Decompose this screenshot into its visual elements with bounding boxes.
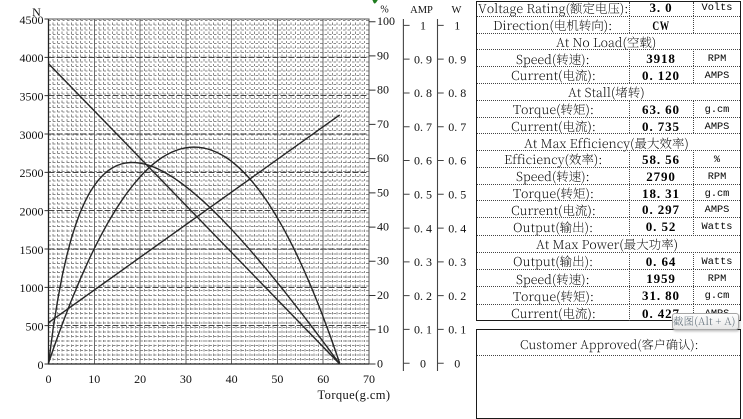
svg-text:1: 1 [454, 19, 460, 33]
svg-text:0. 1: 0. 1 [414, 323, 432, 337]
svg-text:70: 70 [377, 117, 389, 131]
svg-text:%: % [380, 5, 388, 16]
svg-text:0. 6: 0. 6 [448, 154, 466, 168]
svg-text:2500: 2500 [20, 166, 44, 180]
svg-text:0. 6: 0. 6 [414, 154, 432, 168]
svg-text:2000: 2000 [20, 205, 44, 219]
svg-text:AMP: AMP [410, 5, 433, 16]
svg-text:50: 50 [271, 372, 283, 386]
svg-text:1: 1 [420, 19, 426, 33]
svg-text:0. 7: 0. 7 [414, 120, 432, 134]
svg-text:0: 0 [420, 356, 426, 370]
svg-text:0. 4: 0. 4 [414, 221, 432, 235]
svg-text:3000: 3000 [20, 128, 44, 142]
svg-text:0. 9: 0. 9 [414, 52, 432, 66]
svg-text:N: N [32, 5, 41, 19]
svg-text:30: 30 [180, 372, 192, 386]
svg-text:1500: 1500 [20, 243, 44, 257]
svg-text:0. 9: 0. 9 [448, 52, 466, 66]
svg-text:0. 3: 0. 3 [414, 255, 432, 269]
svg-text:0. 5: 0. 5 [448, 188, 466, 202]
svg-text:10: 10 [377, 322, 389, 336]
svg-text:0: 0 [38, 358, 44, 372]
svg-text:0. 3: 0. 3 [448, 255, 466, 269]
svg-text:10: 10 [88, 372, 100, 386]
svg-text:100: 100 [377, 14, 395, 28]
svg-text:70: 70 [363, 372, 375, 386]
svg-text:0. 2: 0. 2 [448, 289, 466, 303]
svg-text:0: 0 [454, 356, 460, 370]
svg-text:0: 0 [377, 356, 383, 370]
svg-text:0. 8: 0. 8 [414, 86, 432, 100]
svg-text:40: 40 [377, 219, 389, 233]
svg-text:W: W [452, 5, 462, 16]
svg-text:0. 1: 0. 1 [448, 323, 466, 337]
svg-text:50: 50 [377, 185, 389, 199]
svg-text:60: 60 [317, 372, 329, 386]
svg-text:20: 20 [377, 288, 389, 302]
svg-text:0. 4: 0. 4 [448, 221, 466, 235]
svg-text:30: 30 [377, 254, 389, 268]
svg-text:4500: 4500 [20, 13, 44, 27]
svg-text:Torque(g.cm): Torque(g.cm) [318, 388, 391, 402]
svg-text:1000: 1000 [20, 281, 44, 295]
svg-text:4000: 4000 [20, 51, 44, 65]
svg-text:40: 40 [226, 372, 238, 386]
svg-text:0: 0 [46, 372, 52, 386]
svg-text:0. 5: 0. 5 [414, 188, 432, 202]
svg-text:20: 20 [134, 372, 146, 386]
svg-text:0. 2: 0. 2 [414, 289, 432, 303]
svg-text:80: 80 [377, 83, 389, 97]
svg-text:60: 60 [377, 151, 389, 165]
svg-text:3500: 3500 [20, 90, 44, 104]
svg-text:0. 8: 0. 8 [448, 86, 466, 100]
svg-text:90: 90 [377, 48, 389, 62]
svg-text:500: 500 [26, 320, 44, 334]
svg-text:0. 7: 0. 7 [448, 120, 466, 134]
